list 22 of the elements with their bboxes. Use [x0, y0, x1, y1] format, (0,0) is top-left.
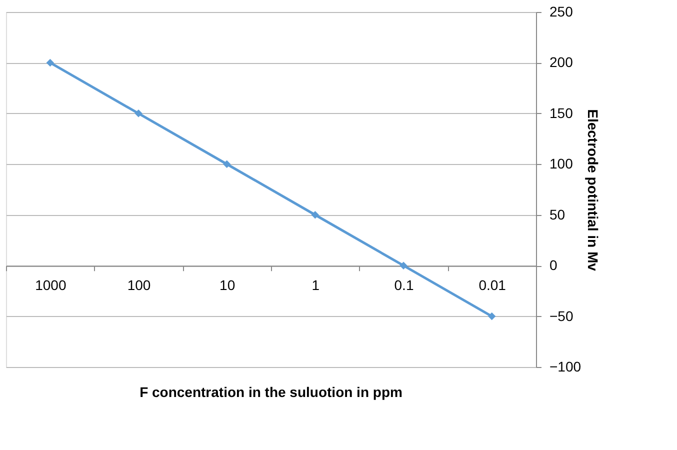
y-axis-title: Electrode potintial in Mv: [585, 109, 602, 272]
point: [46, 58, 54, 67]
y-tick-label: −50: [550, 308, 574, 324]
point: [311, 210, 320, 219]
point: [400, 262, 408, 270]
point: [134, 110, 142, 118]
x-tick-label: 0.1: [394, 277, 414, 294]
x-tick-label: 1000: [35, 277, 66, 294]
y-tick-label: 150: [550, 104, 574, 121]
x-tick-label: 1: [312, 277, 320, 294]
x-tick-label: 0.01: [478, 277, 506, 294]
y-tick-label: −100: [550, 358, 582, 374]
y-tick-label: 100: [550, 156, 574, 172]
y-tick-label: 250: [550, 4, 574, 20]
x-tick-label: 100: [127, 277, 151, 294]
y-tick-label: 200: [550, 54, 574, 70]
x-axis-title: F concentration in the suluotion in ppm: [140, 384, 402, 400]
y-tick-label: 0: [550, 257, 558, 274]
point: [488, 312, 496, 320]
y-tick-label: 50: [550, 206, 566, 222]
x-tick-label: 10: [220, 277, 236, 294]
point: [222, 160, 231, 168]
